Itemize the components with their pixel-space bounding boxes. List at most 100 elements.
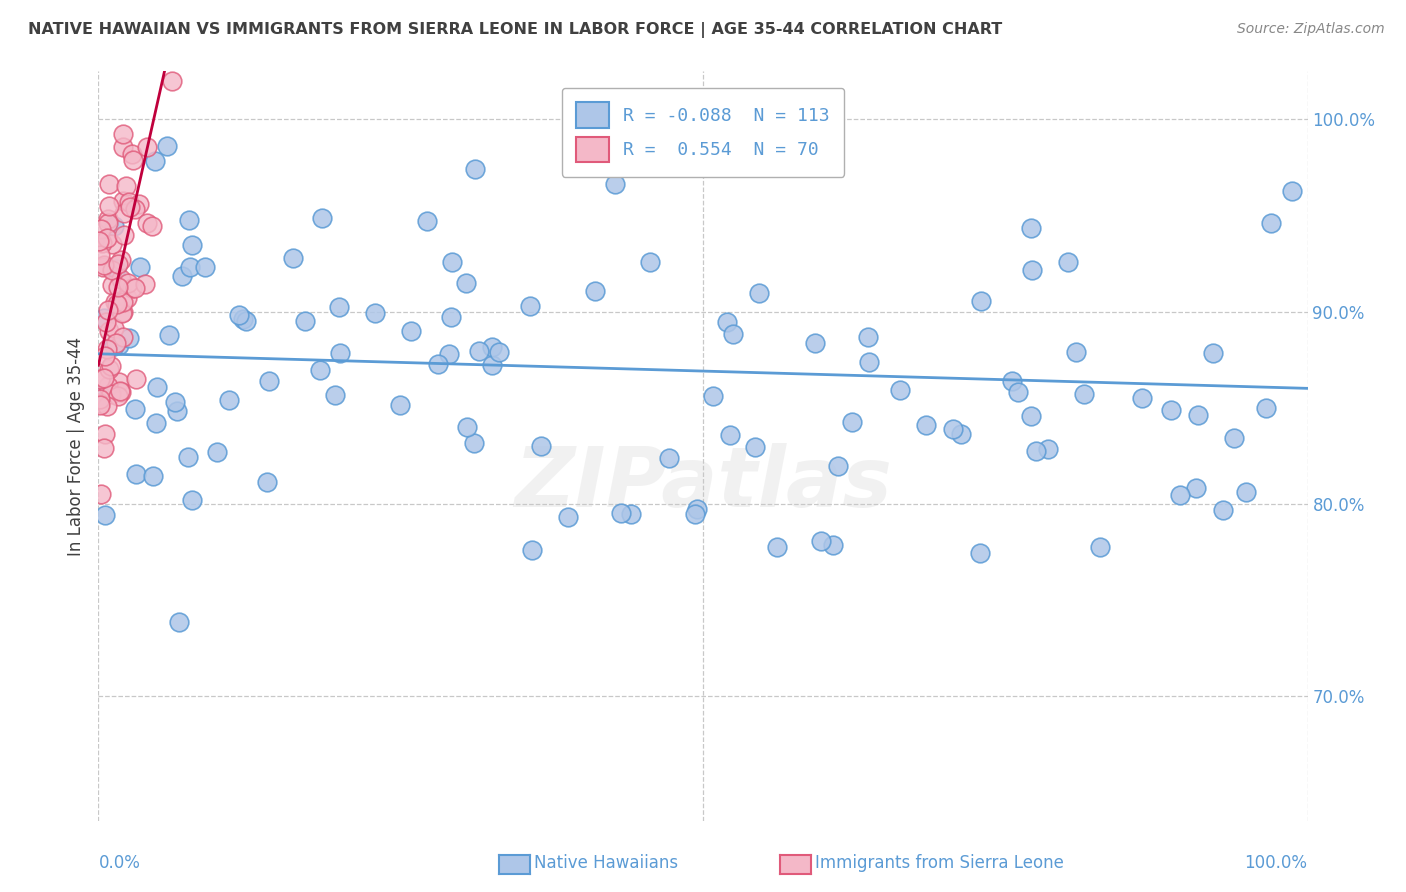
Point [97, 324, 120, 338]
Point [89, 398, 111, 412]
Point [415, 213, 437, 227]
Point [103, 339, 125, 353]
Point [1064, 344, 1087, 359]
Point [124, 281, 146, 295]
Point [97, 216, 120, 230]
Point [98, 199, 121, 213]
Point [463, 436, 485, 450]
Point [141, 219, 163, 234]
Point [721, 326, 744, 341]
Point [557, 509, 579, 524]
Point [117, 292, 139, 306]
Point [1036, 442, 1059, 456]
Point [481, 359, 503, 373]
Point [124, 402, 146, 417]
Point [218, 393, 240, 408]
Text: Source: ZipAtlas.com: Source: ZipAtlas.com [1237, 22, 1385, 37]
Point [439, 310, 461, 325]
Point [121, 281, 143, 295]
Point [620, 507, 643, 521]
Point [329, 345, 352, 359]
Point [105, 262, 128, 277]
Point [1212, 503, 1234, 517]
Point [1202, 346, 1225, 360]
Point [94, 427, 117, 442]
Point [112, 305, 135, 319]
Point [89, 247, 111, 261]
Point [107, 389, 129, 403]
Point [118, 200, 141, 214]
Point [108, 384, 131, 399]
Point [858, 355, 880, 369]
Point [104, 335, 127, 350]
Point [1160, 403, 1182, 417]
Point [167, 615, 190, 629]
Text: 0.0%: 0.0% [98, 855, 141, 872]
Point [93, 259, 115, 273]
Point [702, 389, 724, 403]
Point [110, 253, 132, 268]
Point [488, 345, 510, 359]
Point [100, 386, 122, 401]
Point [111, 194, 134, 208]
Point [283, 251, 305, 265]
Point [103, 321, 125, 335]
Point [97, 303, 120, 318]
Point [583, 284, 606, 298]
Point [160, 74, 183, 88]
Point [194, 260, 217, 274]
Text: ZIPatlas: ZIPatlas [515, 443, 891, 524]
Point [821, 538, 844, 552]
Point [135, 140, 157, 154]
Point [91, 235, 114, 250]
Point [1021, 262, 1043, 277]
Point [98, 362, 121, 376]
Point [110, 385, 132, 400]
Point [519, 299, 541, 313]
Point [96, 231, 118, 245]
Point [481, 340, 503, 354]
Point [658, 450, 681, 465]
Point [145, 416, 167, 430]
Point [145, 380, 167, 394]
Point [1019, 220, 1042, 235]
Point [97, 178, 120, 192]
Point [456, 276, 478, 290]
Point [1073, 386, 1095, 401]
Point [157, 327, 180, 342]
Point [96, 212, 118, 227]
Point [100, 278, 122, 293]
Point [685, 507, 707, 521]
Point [107, 376, 129, 390]
Point [181, 237, 204, 252]
Point [1130, 391, 1153, 405]
Point [118, 331, 141, 345]
Point [969, 546, 991, 560]
Point [810, 533, 832, 548]
Point [1223, 431, 1246, 445]
Point [464, 162, 486, 177]
Point [90, 487, 112, 501]
Point [121, 153, 143, 167]
Point [803, 335, 825, 350]
Point [172, 268, 194, 283]
Point [115, 178, 138, 193]
Point [156, 139, 179, 153]
Point [1057, 254, 1080, 268]
Text: Immigrants from Sierra Leone: Immigrants from Sierra Leone [815, 855, 1064, 872]
Point [93, 371, 115, 385]
Point [686, 502, 709, 516]
Point [110, 272, 132, 286]
Point [94, 350, 117, 364]
Point [257, 374, 280, 388]
Point [1025, 444, 1047, 458]
Point [638, 254, 661, 268]
Point [93, 310, 115, 325]
Point [107, 280, 129, 294]
Point [942, 422, 965, 436]
Point [87, 395, 110, 409]
Point [530, 438, 553, 452]
Point [90, 222, 112, 236]
Point [108, 337, 131, 351]
Point [748, 285, 770, 300]
